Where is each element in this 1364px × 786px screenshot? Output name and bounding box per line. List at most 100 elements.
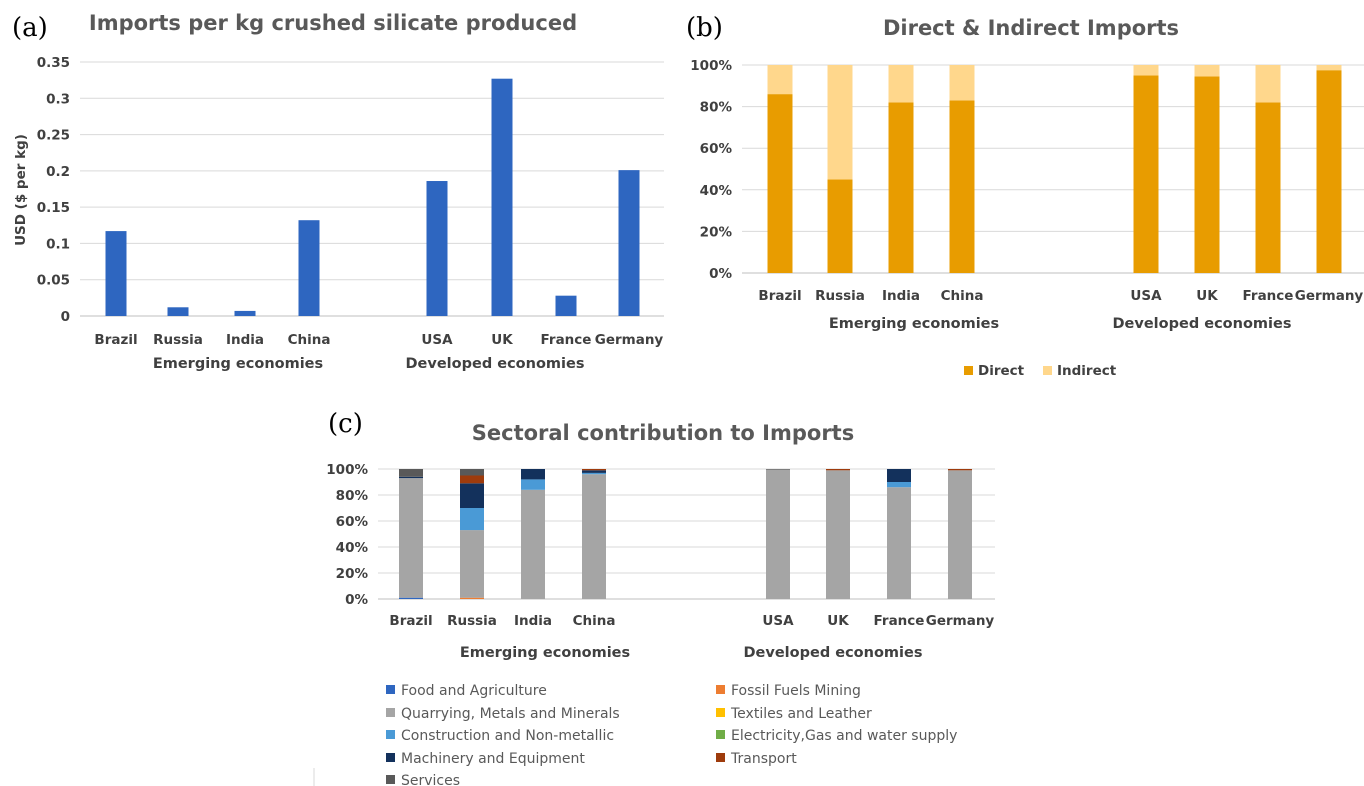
bar-segment [582,469,606,471]
y-tick-label: 0.3 [46,91,70,107]
x-tick-label: Germany [1295,288,1364,304]
y-tick-label: 0.1 [46,236,70,252]
group-label: Developed economies [1113,316,1292,332]
legend-swatch [1043,366,1052,375]
x-tick-label: Russia [153,332,203,348]
legend-swatch [964,366,973,375]
y-tick-label: 0.05 [37,273,70,289]
bar [234,310,256,316]
y-tick-label: 20% [700,224,733,240]
bar-segment [399,469,423,477]
panel-b: (b) Direct & Indirect Imports 0% 20% 40% 60… [686,13,1364,379]
bar-segment [767,65,793,95]
bar-segment [1194,65,1220,77]
x-tick-label: France [1243,288,1294,304]
x-tick-label: UK [1196,288,1218,304]
x-tick-label: Germany [926,613,995,629]
y-tick-label: 0.35 [37,55,70,71]
bar-segment [1255,102,1281,273]
bar-segment [1133,75,1159,274]
bar-segment [1316,70,1342,273]
bar-segment [399,478,423,598]
x-tick-label: UK [491,332,513,348]
x-tick-label: India [882,288,920,304]
legend-label: Textiles and Leather [730,706,872,722]
legend-swatch [386,685,395,694]
bar-segment [826,470,850,599]
y-tick-label: 40% [336,540,369,556]
x-tick-label: USA [421,332,453,348]
bar-segment [582,470,606,473]
y-tick-label: 0.15 [37,200,70,216]
legend-swatch [386,708,395,717]
bar [555,295,577,316]
chart-b-title: Direct & Indirect Imports [883,16,1179,40]
x-tick-label: India [226,332,264,348]
legend-label: Fossil Fuels Mining [731,683,861,699]
bar-segment [949,100,975,273]
bar-segment [888,102,914,273]
y-tick-label: 0.2 [46,164,70,180]
bar-segment [460,475,484,484]
bar-segment [521,469,545,480]
bar-segment [1255,65,1281,103]
legend-swatch [716,753,725,762]
group-label: Emerging economies [829,316,999,332]
x-tick-label: China [573,613,616,629]
group-label: Developed economies [744,645,923,661]
legend-label: Transport [730,751,797,767]
legend-swatch [716,708,725,717]
x-tick-label: Brazil [94,332,137,348]
bar-segment [582,472,606,475]
bar-segment [826,469,850,471]
legend-label: Indirect [1057,363,1117,379]
panel-a: (a) Imports per kg crushed silicate prod… [12,11,664,372]
x-tick-label: India [514,613,552,629]
bar-segment [460,530,484,598]
y-tick-label: 0 [61,309,70,325]
x-tick-label: UK [827,613,849,629]
x-tick-label: USA [1130,288,1162,304]
x-tick-label: Russia [815,288,865,304]
bar-segment [767,94,793,274]
chart-a-title: Imports per kg crushed silicate produced [89,11,577,35]
x-tick-label: France [541,332,592,348]
y-tick-label: 0% [345,592,368,608]
x-tick-label: China [288,332,331,348]
bar-segment [827,65,853,180]
panel-c-tag: (c) [328,409,363,439]
x-tick-label: Russia [447,613,497,629]
bar-segment [827,179,853,273]
y-tick-label: 0.25 [37,128,70,144]
panel-b-tag: (b) [686,13,723,43]
legend-label: Construction and Non-metallic [401,728,614,744]
bar-segment [887,487,911,599]
panel-a-tag: (a) [12,13,48,43]
bar-segment [766,469,790,470]
bar-segment [460,597,484,599]
legend-swatch [386,775,395,784]
bar [105,231,127,316]
bar-segment [399,597,423,599]
legend-swatch [716,685,725,694]
legend-swatch [386,753,395,762]
x-tick-label: China [941,288,984,304]
legend-label: Electricity,Gas and water supply [731,728,957,744]
y-tick-label: 100% [326,462,368,478]
group-label: Emerging economies [153,356,323,372]
group-label: Developed economies [406,356,585,372]
bar-segment [949,65,975,101]
panel-c: (c) Sectoral contribution to Imports 0% 2… [326,409,995,786]
group-label: Emerging economies [460,645,630,661]
bar-segment [460,483,484,508]
bar [426,181,448,316]
chart-c-title: Sectoral contribution to Imports [472,421,854,445]
bar [618,170,640,316]
bar-segment [1133,65,1159,76]
y-tick-label: 20% [336,566,369,582]
bar [298,220,320,316]
legend-label: Machinery and Equipment [401,751,585,767]
legend-label: Services [401,773,460,786]
bar-segment [766,469,790,599]
